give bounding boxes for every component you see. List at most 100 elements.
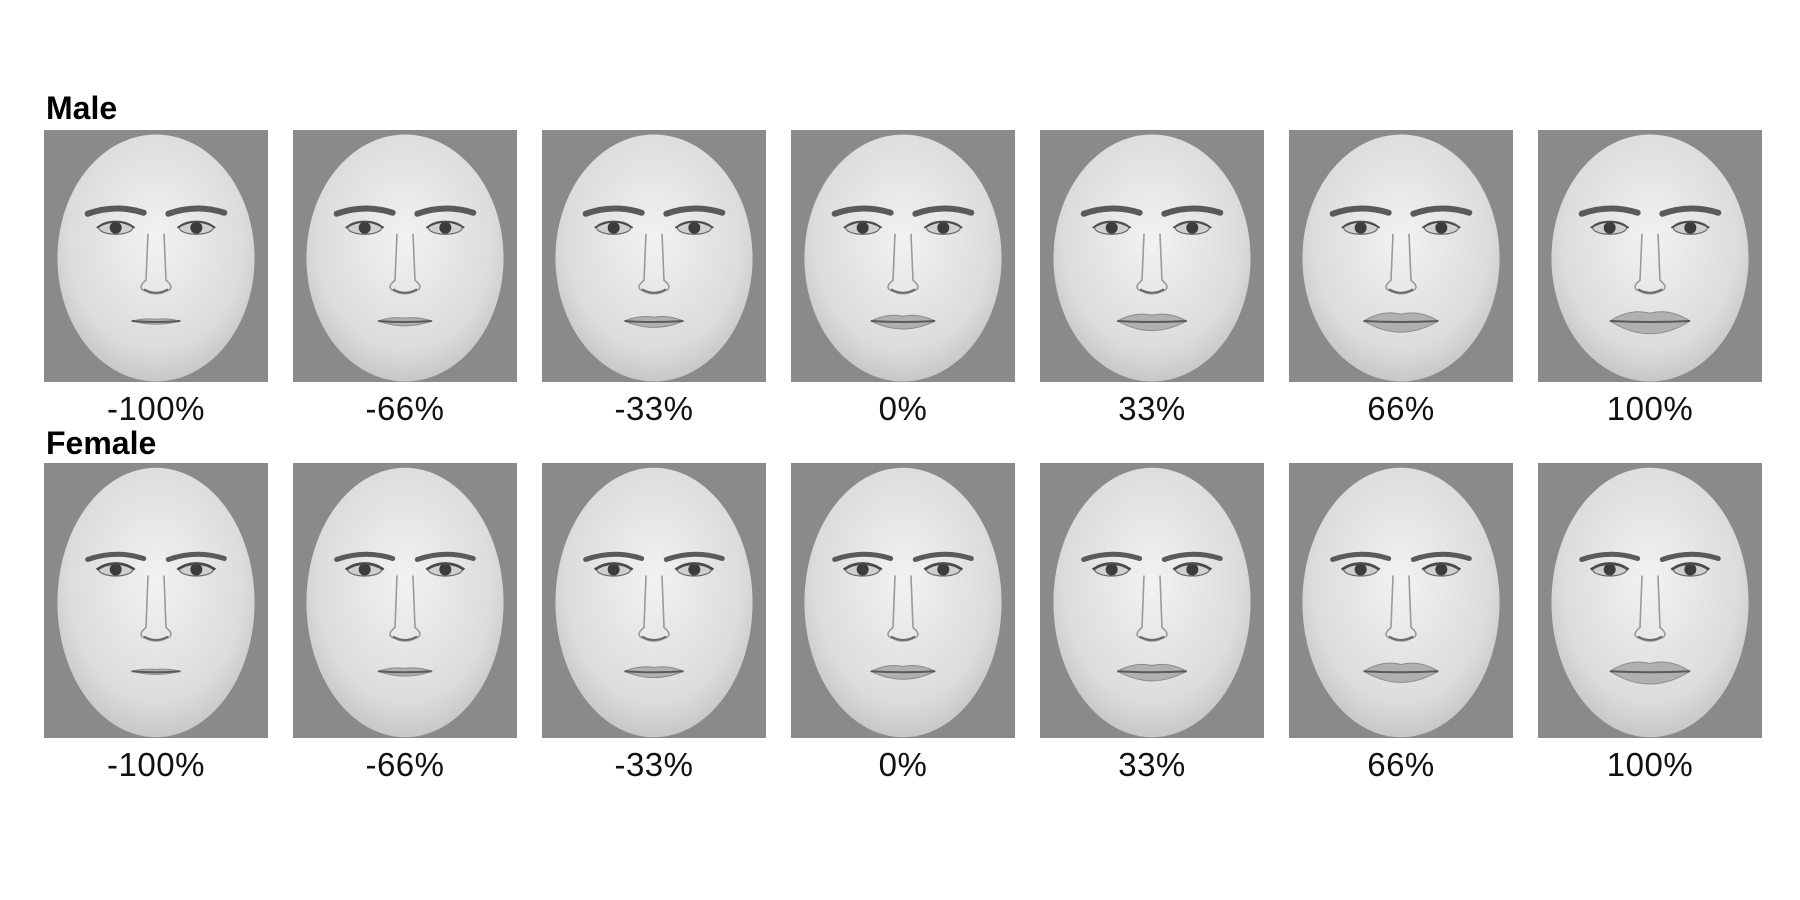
face-image	[1538, 130, 1762, 382]
eyelid	[96, 220, 136, 229]
face-oval	[804, 134, 1002, 382]
face-image	[542, 130, 766, 382]
morph-level-label: 100%	[1606, 746, 1694, 783]
eyebrow	[832, 551, 894, 562]
eyelid	[1421, 220, 1461, 229]
face-cell: -66%	[293, 130, 517, 428]
face-oval	[306, 467, 504, 738]
morph-level-label: -100%	[107, 746, 205, 783]
face-oval	[1551, 134, 1749, 382]
nostrils	[890, 288, 916, 294]
eyebrow	[333, 205, 396, 217]
mouth-line	[1117, 670, 1187, 674]
iris	[1186, 563, 1199, 576]
eyelid	[1590, 220, 1630, 229]
morph-level-label: -66%	[365, 746, 445, 783]
mouth-line	[1363, 670, 1439, 674]
eyelid	[1589, 562, 1630, 571]
iris	[856, 221, 869, 234]
mouth-line	[1609, 320, 1691, 323]
eyebrow	[1161, 551, 1223, 562]
face-oval	[306, 134, 504, 382]
morph-level-label: -33%	[614, 746, 694, 783]
iris	[1354, 563, 1367, 576]
face-oval	[555, 467, 753, 738]
face-oval	[555, 134, 753, 382]
mouth-line	[1117, 320, 1187, 323]
mouth-line	[1609, 670, 1691, 674]
face-oval	[1053, 134, 1251, 382]
iris	[1105, 221, 1118, 234]
eyebrow	[912, 551, 974, 562]
eyebrow	[165, 551, 227, 562]
eyelid	[1091, 562, 1132, 571]
morph-level-label: 33%	[1118, 746, 1186, 783]
face-oval	[1053, 467, 1251, 738]
iris	[1186, 221, 1199, 234]
male-row-title: Male	[46, 90, 118, 126]
iris	[937, 563, 950, 576]
eyelid	[345, 220, 385, 229]
face-oval	[1551, 467, 1749, 738]
face-oval	[1302, 134, 1500, 382]
iris	[190, 221, 203, 234]
eyebrow	[334, 551, 396, 562]
eyebrow	[165, 205, 228, 217]
face-cell: -66%	[293, 463, 517, 784]
mouth-line	[378, 320, 432, 323]
face-cell: 0%	[791, 463, 1015, 784]
iris	[607, 563, 620, 576]
eyebrow	[663, 551, 725, 562]
eyelid	[674, 220, 714, 229]
face-image	[1289, 130, 1513, 382]
eyebrow	[831, 205, 894, 217]
eyebrow	[1659, 551, 1721, 562]
eyebrow	[1080, 205, 1143, 217]
eyelid	[1340, 562, 1381, 571]
mouth-line	[378, 670, 432, 674]
face-image	[791, 130, 1015, 382]
face-image	[542, 463, 766, 738]
face-cell: 100%	[1538, 130, 1762, 428]
eyebrow	[663, 205, 726, 217]
morph-level-label: 0%	[878, 390, 928, 427]
eyelid	[344, 562, 385, 571]
eyebrow	[1579, 551, 1641, 562]
iris	[607, 221, 620, 234]
face-oval	[57, 134, 255, 382]
nostrils	[1637, 635, 1663, 641]
iris	[190, 563, 203, 576]
iris	[1354, 221, 1367, 234]
eyelid	[593, 562, 634, 571]
eyelid	[176, 220, 216, 229]
eyebrow	[414, 205, 477, 217]
face-image	[44, 463, 268, 738]
eyebrow	[583, 551, 645, 562]
mouth-line	[1363, 320, 1439, 323]
morph-level-label: 66%	[1367, 390, 1435, 427]
morph-level-label: -66%	[365, 390, 445, 427]
mouth-line	[870, 320, 936, 323]
iris	[109, 221, 122, 234]
eyelid	[594, 220, 634, 229]
morph-level-label: 33%	[1118, 390, 1186, 427]
mouth-line	[624, 670, 684, 674]
iris	[1684, 563, 1697, 576]
iris	[1684, 221, 1697, 234]
eyebrow	[84, 205, 147, 217]
nostrils	[1388, 635, 1414, 641]
iris	[1435, 563, 1448, 576]
eyelid	[923, 562, 964, 571]
eyelid	[842, 562, 883, 571]
nostrils	[143, 635, 169, 641]
eyelid	[1341, 220, 1381, 229]
eyelid	[1421, 562, 1462, 571]
nostrils	[890, 635, 916, 641]
eyelid	[1670, 220, 1710, 229]
eyebrow	[1410, 551, 1472, 562]
mouth-line	[131, 670, 181, 674]
face-cell: -100%	[44, 130, 268, 428]
mouth-line	[870, 670, 936, 674]
nostrils	[392, 635, 418, 641]
eyebrow	[1330, 551, 1392, 562]
